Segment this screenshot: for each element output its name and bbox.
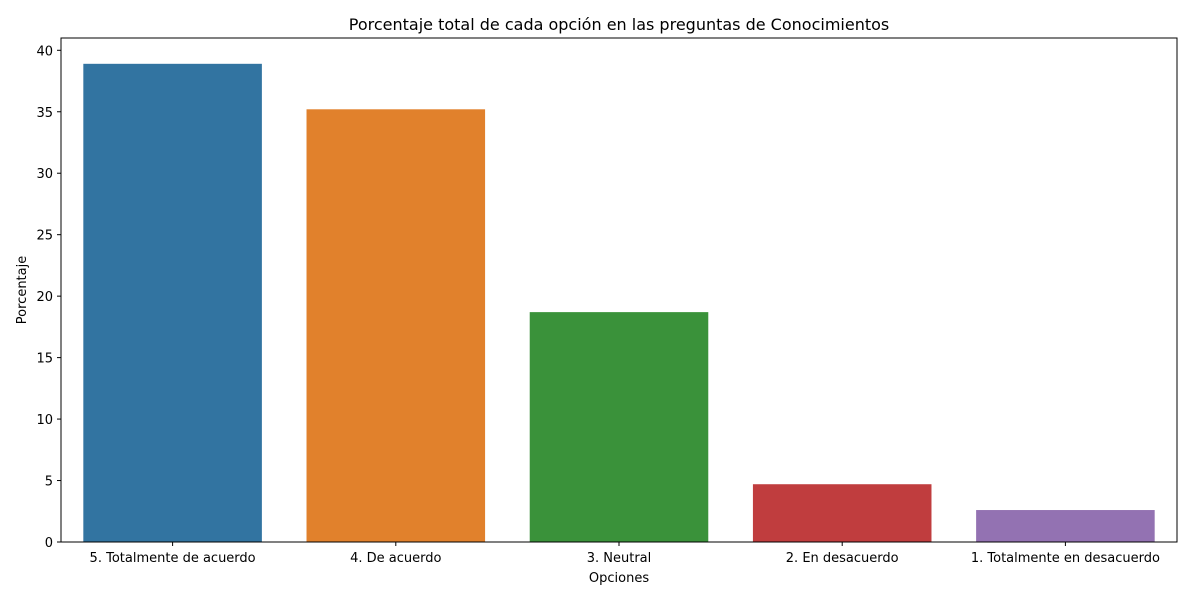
x-tick-label: 4. De acuerdo [350, 551, 441, 566]
x-tick-label: 2. En desacuerdo [786, 551, 899, 566]
y-axis-label: Porcentaje [15, 256, 30, 324]
x-axis-ticks: 5. Totalmente de acuerdo 4. De acuerdo 3. … [90, 542, 1160, 566]
y-tick-label: 15 [36, 352, 53, 367]
chart-title: Porcentaje total de cada opción en las p… [349, 15, 889, 34]
x-tick-label: 3. Neutral [587, 551, 652, 566]
y-axis-ticks: 0 5 10 15 20 25 30 35 40 [36, 44, 61, 551]
bar-5 [976, 510, 1155, 542]
bar-2 [306, 109, 486, 543]
y-tick-label: 25 [36, 229, 53, 244]
x-tick-label: 5. Totalmente de acuerdo [90, 551, 256, 566]
y-tick-label: 10 [36, 413, 53, 428]
plot-frame [60, 37, 1178, 543]
bar-4 [752, 484, 932, 542]
y-tick-label: 0 [45, 536, 53, 551]
y-tick-label: 35 [36, 106, 53, 121]
x-tick-label: 1. Totalmente en desacuerdo [971, 551, 1160, 566]
x-axis-label: Opciones [589, 571, 649, 586]
bar-1 [83, 63, 262, 542]
y-tick-label: 5 [45, 475, 53, 490]
bars-group [83, 63, 1155, 543]
y-tick-label: 30 [36, 167, 53, 182]
bar-3 [529, 312, 709, 542]
y-tick-label: 40 [36, 44, 53, 59]
y-tick-label: 20 [36, 290, 53, 305]
